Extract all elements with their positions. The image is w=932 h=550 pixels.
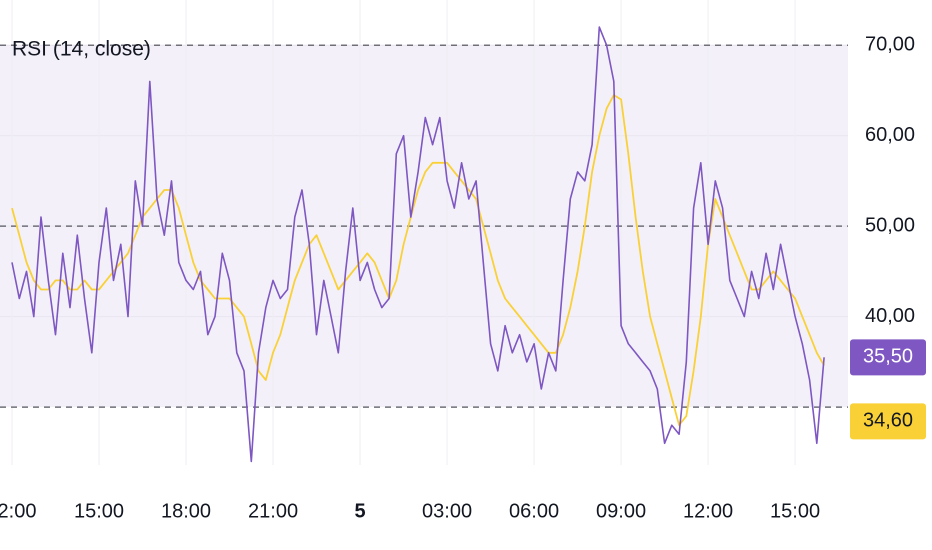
x-tick-label: 15:00 [74, 500, 124, 522]
y-tick-label: 70,00 [865, 34, 915, 56]
x-tick-label: 06:00 [509, 500, 559, 522]
x-tick-label: 21:00 [248, 500, 298, 522]
chart-title: RSI (14, close) [12, 38, 151, 61]
x-tick-label: 5 [354, 500, 365, 522]
series-line [11, 26, 825, 463]
series-line [11, 94, 825, 427]
last-value-label: 35,50 [863, 346, 913, 368]
y-tick-label: 60,00 [865, 124, 915, 146]
x-tick-label: 2:00 [0, 500, 36, 522]
last-value-badge [850, 403, 926, 440]
y-tick-label: 40,00 [865, 305, 915, 327]
last-value-badge [850, 339, 926, 376]
x-tick-label: 09:00 [596, 500, 646, 522]
x-tick-label: 15:00 [770, 500, 820, 522]
y-tick-label: 50,00 [865, 214, 915, 236]
x-tick-label: 12:00 [683, 500, 733, 522]
x-tick-label: 03:00 [422, 500, 472, 522]
x-tick-label: 18:00 [161, 500, 211, 522]
last-value-label: 34,60 [863, 410, 913, 432]
